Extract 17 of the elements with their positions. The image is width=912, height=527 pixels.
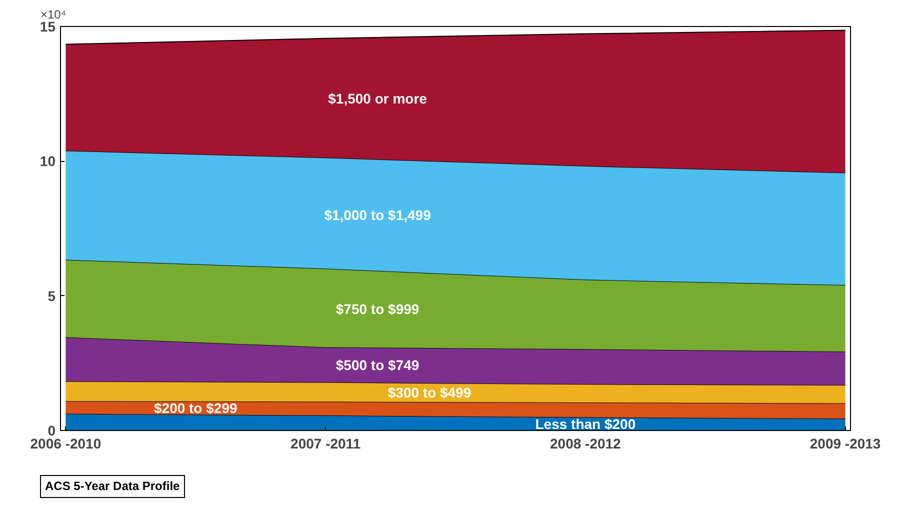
series-label: Less than $200 bbox=[535, 416, 636, 432]
text: ACS 5-Year Data Profile bbox=[45, 478, 180, 495]
x-tick-label: 2007 -2011 bbox=[290, 436, 361, 452]
series-label: $750 to $999 bbox=[336, 301, 420, 318]
series-label: $1,500 or more bbox=[328, 90, 428, 106]
x-tick-label: 2009 -2013 bbox=[810, 436, 881, 452]
series-label: $1,000 to $1,499 bbox=[324, 207, 432, 224]
series-label: $500 to $749 bbox=[336, 357, 420, 374]
x-tick-label: 2006 -2010 bbox=[30, 436, 102, 452]
y-tick-label: 15 bbox=[40, 18, 56, 34]
text: ×10⁴ bbox=[40, 8, 66, 22]
series-label: $200 to $299 bbox=[154, 400, 238, 416]
x-tick-label: 2008 -2012 bbox=[550, 436, 622, 452]
y-tick-label: 5 bbox=[48, 288, 56, 304]
y-tick-label: 10 bbox=[40, 153, 56, 170]
series-label: $300 to $499 bbox=[388, 384, 472, 401]
y-tick-label: 0 bbox=[48, 422, 56, 438]
